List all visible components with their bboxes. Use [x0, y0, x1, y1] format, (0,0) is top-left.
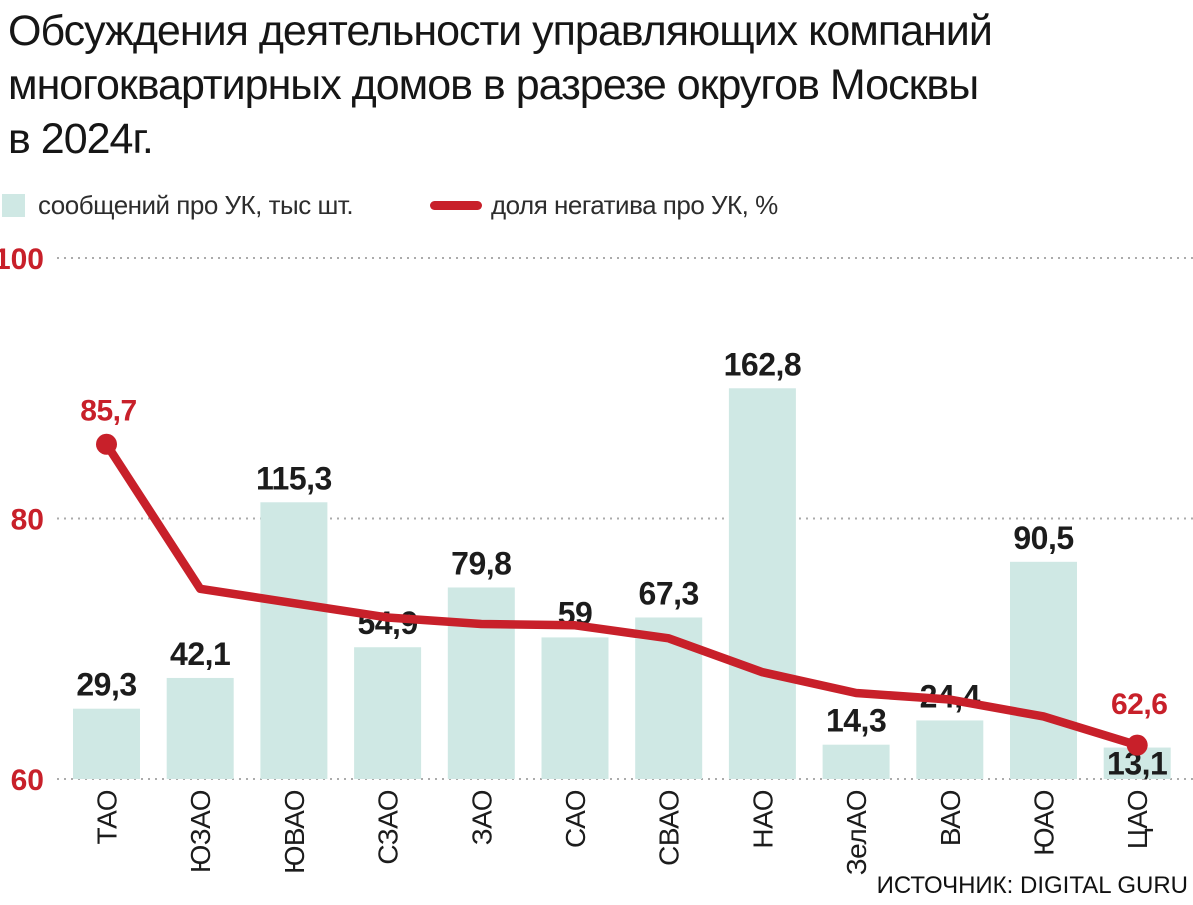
bar-value-label-ЮАО: 90,5 — [1013, 520, 1073, 556]
bar-ТАО — [73, 708, 140, 779]
bar-ЗАО — [447, 587, 515, 779]
bar-ЮВАО — [260, 502, 328, 779]
source-credit: ИСТОЧНИК: DIGITAL GURU — [877, 872, 1188, 899]
bar-ЮАО — [1010, 561, 1077, 779]
x-category-label-ЮЗАО: ЮЗАО — [185, 790, 216, 873]
page-title-line-1: Обсуждения деятельности управляющих комп… — [8, 7, 993, 55]
y-tick-label-80: 80 — [11, 504, 44, 537]
bar-value-label-ТАО: 29,3 — [76, 667, 136, 703]
line-point-dot-ТАО — [96, 433, 117, 455]
line-point-dot-ЦАО — [1126, 734, 1148, 756]
legend-line-label: доля негатива про УК, % — [491, 189, 778, 220]
bar-НАО — [728, 388, 796, 779]
line-series-swatch-icon — [430, 200, 482, 210]
page-title: Обсуждения деятельности управляющих комп… — [8, 4, 1188, 166]
page-title-line-3: в 2024г. — [8, 115, 154, 163]
bar-ВАО — [916, 720, 984, 779]
bar-value-label-НАО: 162,8 — [724, 346, 802, 382]
bar-value-label-ЗелАО: 14,3 — [826, 703, 886, 739]
x-category-label-ЮВАО: ЮВАО — [279, 790, 310, 874]
bar-value-label-ЮЗАО: 42,1 — [170, 636, 230, 672]
x-category-label-ТАО: ТАО — [92, 790, 123, 845]
bar-value-label-СВАО: 67,3 — [639, 575, 699, 611]
y-tick-label-60: 60 — [11, 764, 44, 797]
y-tick-label-100: 100 — [0, 243, 44, 276]
x-category-label-ЗелАО: ЗелАО — [841, 790, 872, 875]
x-category-label-СВАО: СВАО — [654, 790, 685, 866]
bar-value-label-ЮВАО: 115,3 — [256, 460, 332, 496]
line-point-label-ТАО: 85,7 — [80, 394, 136, 427]
legend-bar-label: сообщений про УК, тыс шт. — [38, 189, 354, 220]
line-point-label-ЦАО: 62,6 — [1111, 688, 1167, 721]
chart-legend: сообщений про УК, тыс шт. доля негатива … — [0, 189, 1193, 220]
bar-ЮЗАО — [166, 677, 234, 779]
x-category-label-ЮАО: ЮАО — [1029, 790, 1060, 856]
bar-ЗелАО — [822, 744, 890, 779]
bar-value-label-ЗАО: 79,8 — [451, 545, 511, 581]
x-category-label-ЦАО: ЦАО — [1122, 790, 1153, 849]
page-title-line-2: многоквартирных домов в разрезе округов … — [8, 61, 979, 109]
negativity-line — [102, 440, 1142, 750]
bar-series-swatch-icon — [2, 193, 25, 217]
x-category-label-ВАО: ВАО — [935, 790, 966, 846]
legend-item-messages: сообщений про УК, тыс шт. — [2, 189, 354, 220]
bar-СЗАО — [354, 647, 422, 779]
x-category-label-САО: САО — [560, 790, 591, 848]
x-category-label-НАО: НАО — [747, 790, 778, 849]
bar-САО — [541, 637, 609, 779]
x-category-label-СЗАО: СЗАО — [373, 790, 404, 865]
x-category-label-ЗАО: ЗАО — [466, 790, 497, 845]
legend-item-negativity: доля негатива про УК, % — [430, 189, 778, 220]
